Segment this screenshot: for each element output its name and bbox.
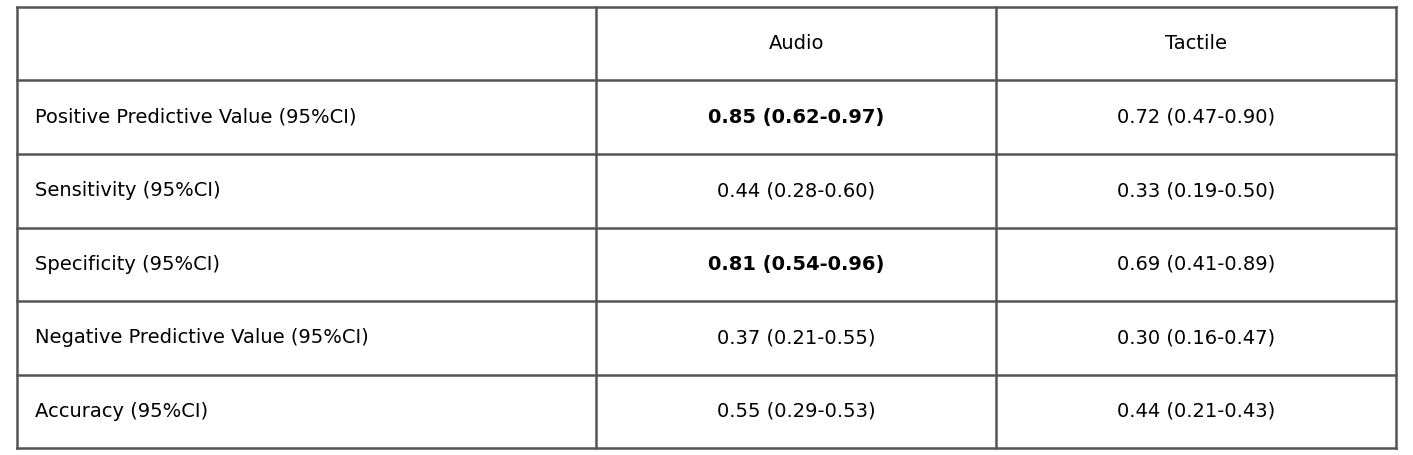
Text: Audio: Audio (769, 34, 824, 53)
Text: 0.44 (0.21-0.43): 0.44 (0.21-0.43) (1116, 402, 1275, 421)
Text: 0.37 (0.21-0.55): 0.37 (0.21-0.55) (716, 329, 876, 347)
Text: 0.55 (0.29-0.53): 0.55 (0.29-0.53) (716, 402, 876, 421)
Text: Specificity (95%CI): Specificity (95%CI) (35, 255, 220, 274)
Text: Negative Predictive Value (95%CI): Negative Predictive Value (95%CI) (35, 329, 369, 347)
Text: Tactile: Tactile (1166, 34, 1226, 53)
Text: Positive Predictive Value (95%CI): Positive Predictive Value (95%CI) (35, 108, 357, 126)
Text: 0.44 (0.28-0.60): 0.44 (0.28-0.60) (716, 181, 875, 200)
Text: 0.30 (0.16-0.47): 0.30 (0.16-0.47) (1118, 329, 1275, 347)
Text: 0.33 (0.19-0.50): 0.33 (0.19-0.50) (1116, 181, 1275, 200)
Text: 0.72 (0.47-0.90): 0.72 (0.47-0.90) (1118, 108, 1275, 126)
Text: 0.81 (0.54-0.96): 0.81 (0.54-0.96) (708, 255, 885, 274)
Text: Sensitivity (95%CI): Sensitivity (95%CI) (35, 181, 220, 200)
Text: Accuracy (95%CI): Accuracy (95%CI) (35, 402, 209, 421)
Text: 0.69 (0.41-0.89): 0.69 (0.41-0.89) (1116, 255, 1275, 274)
Text: 0.85 (0.62-0.97): 0.85 (0.62-0.97) (708, 108, 885, 126)
